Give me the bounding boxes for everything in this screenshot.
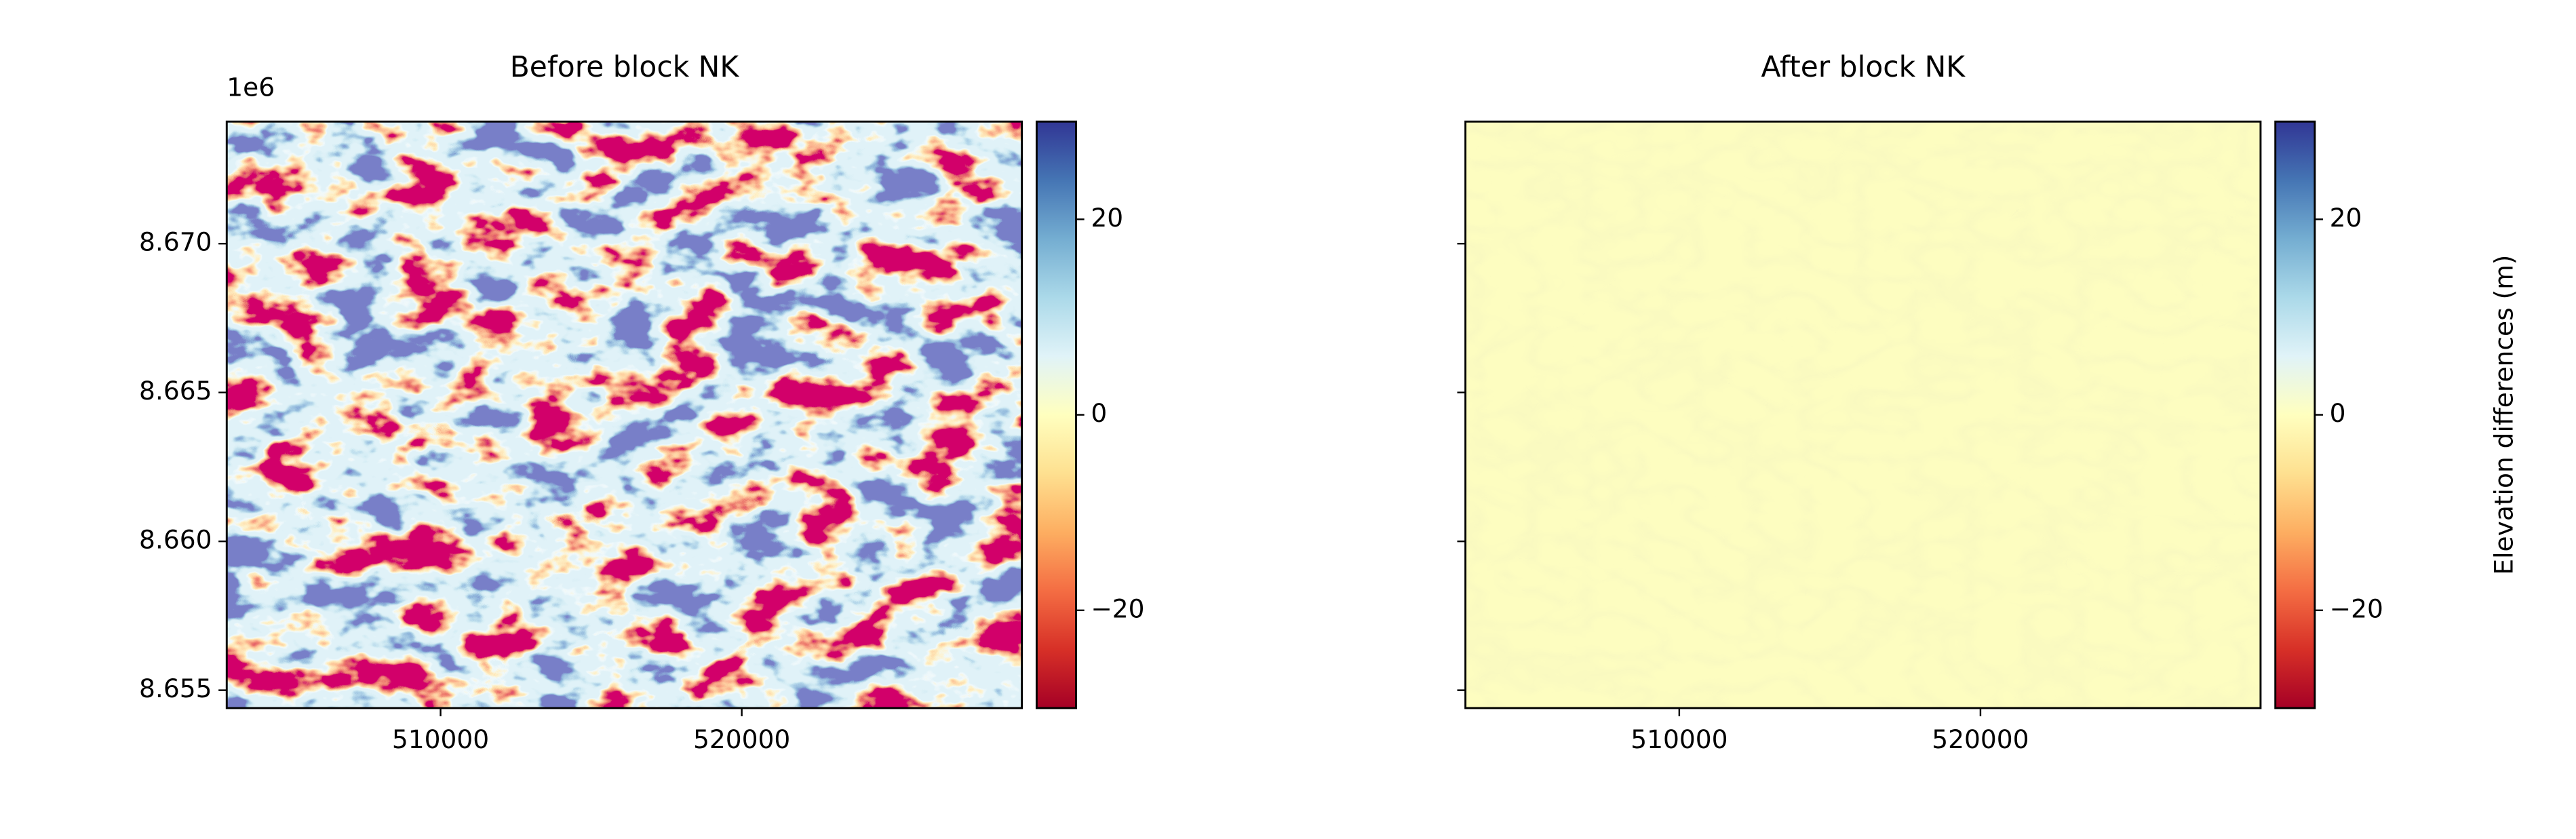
y-tick-label: 8.655 [139, 674, 212, 703]
raster-texture [1465, 121, 2261, 708]
y-offset-label: 1e6 [227, 72, 275, 102]
colorbar-tick-label: −20 [1091, 593, 1144, 623]
y-tick-label: 8.665 [139, 376, 212, 406]
chart-title: Before block NK [510, 50, 740, 83]
x-tick-label: 510000 [1631, 724, 1728, 754]
y-tick-label: 8.670 [139, 227, 212, 257]
axes-frame [1464, 120, 2262, 709]
y-tick-label: 8.660 [139, 525, 212, 555]
colorbar-tick-label: 0 [1091, 398, 1107, 428]
chart-title: After block NK [1761, 50, 1966, 83]
colorbar-label: Elevation differences (m) [2489, 255, 2518, 575]
colorbar-tick-label: −20 [2330, 593, 2383, 623]
colorbar [2274, 120, 2316, 709]
colorbar-tick-label: 0 [2330, 398, 2346, 428]
colorbar-tick-label: 20 [2330, 203, 2362, 233]
x-tick-label: 520000 [693, 724, 790, 754]
colorbar [1035, 120, 1077, 709]
colorbar-tick-label: 20 [1091, 203, 1123, 233]
axes-frame [225, 120, 1023, 709]
x-tick-label: 520000 [1932, 724, 2029, 754]
x-tick-label: 510000 [392, 724, 489, 754]
raster-image [227, 121, 1022, 708]
